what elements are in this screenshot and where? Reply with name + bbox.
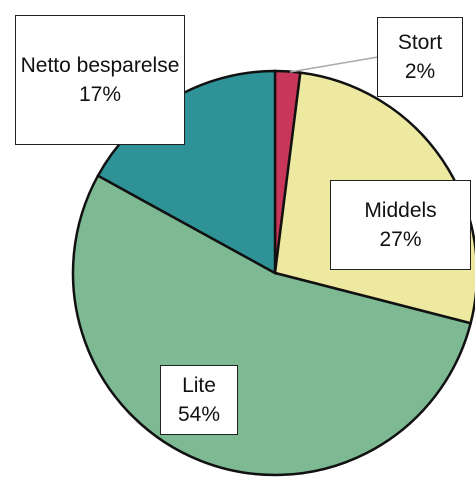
label-name: Lite — [182, 374, 216, 397]
leader-line — [289, 56, 379, 73]
label-value: 2% — [404, 60, 436, 83]
label-value: 17% — [78, 83, 122, 106]
label-name: Stort — [397, 31, 443, 54]
label-value: 27% — [379, 228, 422, 251]
data-label: Middels 27% — [330, 180, 471, 270]
label-value: 54% — [177, 403, 221, 426]
data-label: Lite 54% — [160, 365, 238, 435]
data-label: Stort 2% — [377, 17, 463, 97]
label-name: Middels — [364, 199, 437, 222]
label-name: Netto besparelse — [20, 54, 180, 77]
data-label: Netto besparelse 17% — [15, 15, 185, 145]
